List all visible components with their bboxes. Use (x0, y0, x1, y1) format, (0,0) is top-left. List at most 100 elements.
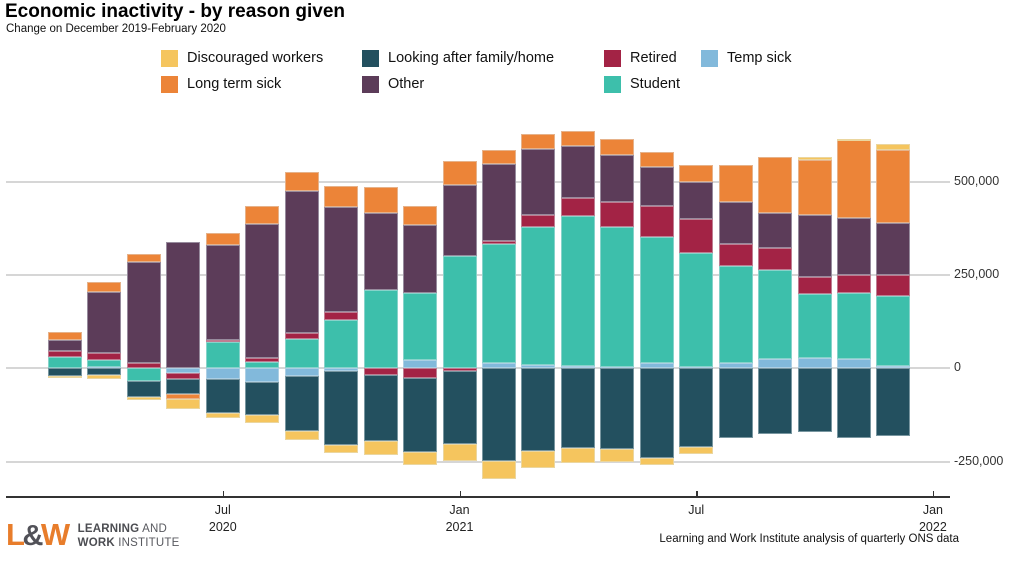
bar-segment-other (284, 190, 319, 334)
bar-segment-family (87, 368, 122, 375)
bar-segment-family (245, 381, 280, 415)
bar-segment-longterm (560, 131, 595, 147)
y-axis-label: 500,000 (954, 173, 1000, 188)
bar-segment-student (639, 237, 674, 363)
bar-segment-student (205, 342, 240, 369)
bar-segment-family (521, 368, 556, 452)
bar-segment-discouraged (876, 144, 911, 150)
bar-segment-family (560, 368, 595, 449)
bar-segment-longterm (363, 186, 398, 214)
bar-segment-family (205, 379, 240, 414)
bar-segment-discouraged (481, 460, 516, 480)
bar-segment-student (126, 368, 161, 381)
bar-segment-discouraged (837, 138, 871, 141)
bar-segment-student (284, 339, 319, 369)
bar-segment-retired (87, 352, 122, 361)
bar-segment-student (403, 292, 438, 361)
bar-segment-retired (205, 339, 240, 343)
x-axis-line (6, 496, 950, 498)
learning-and-work-institute-logo: L&W LEARNING AND WORK INSTITUTE (6, 518, 180, 553)
bar-segment-student (758, 269, 793, 359)
logo-text: LEARNING AND WORK INSTITUTE (78, 522, 180, 550)
bar-segment-other (876, 222, 911, 275)
bar-segment-discouraged (560, 448, 595, 464)
bar-segment-student (876, 296, 911, 366)
bar-segment-other (797, 214, 832, 277)
bar-segment-other (600, 155, 635, 202)
bar-segment-retired (481, 241, 516, 244)
bar-segment-retired (837, 274, 871, 293)
bar-segment-discouraged (166, 399, 201, 409)
legend-item-student: Student (604, 75, 680, 93)
bar-segment-student (442, 256, 477, 369)
bar-segment-discouraged (521, 451, 556, 468)
bar-segment-discouraged (363, 441, 398, 455)
legend-item-longterm: Long term sick (161, 75, 323, 93)
bar-segment-retired (679, 219, 714, 254)
legend-item-discouraged: Discouraged workers (161, 49, 323, 67)
bar-segment-discouraged (797, 156, 832, 161)
bar-segment-other (442, 184, 477, 257)
bar-segment-other (560, 146, 595, 199)
x-axis-label: Jan 2022 (918, 503, 947, 534)
bar-segment-discouraged (442, 444, 477, 461)
bar-segment-other (639, 166, 674, 206)
bar-segment-family (126, 380, 161, 397)
bar-segment-discouraged (205, 413, 240, 419)
gridline-0 (6, 367, 950, 370)
bar-segment-retired (324, 311, 359, 321)
bar-segment-discouraged (284, 430, 319, 440)
legend-item-tempsick: Temp sick (701, 49, 791, 67)
legend-swatch-family (362, 49, 379, 67)
bar-segment-student (481, 243, 516, 364)
bar-segment-other (205, 244, 240, 340)
bar-segment-tempsick (797, 358, 832, 369)
bar-segment-other (758, 213, 793, 249)
bar-segment-other (481, 163, 516, 242)
bar-segment-student (87, 360, 122, 367)
bar-segment-discouraged (600, 448, 635, 463)
bar-segment-student (521, 227, 556, 366)
bar-segment-retired (758, 248, 793, 270)
y-axis-label: 0 (954, 360, 961, 375)
legend-swatch-student (604, 75, 621, 93)
logo-line2-bold: WORK (77, 536, 115, 549)
bar-segment-tempsick (245, 368, 280, 382)
bar-segment-family (876, 368, 911, 436)
bar-segment-tempsick (403, 360, 438, 369)
bar-segment-family (679, 368, 714, 448)
bar-segment-retired (521, 214, 556, 228)
bar-segment-other (837, 217, 871, 275)
legend-item-family: Looking after family/home (362, 49, 554, 67)
logo-letter-l: L (6, 517, 25, 552)
bar-segment-family (442, 370, 477, 445)
bar-segment-student (679, 253, 714, 368)
bar-segment-longterm (837, 140, 871, 218)
bar-segment-retired (166, 373, 201, 380)
bar-segment-longterm (797, 160, 832, 215)
gridline--250,000 (6, 460, 950, 463)
x-axis-label: Jan 2021 (445, 503, 474, 534)
bar-segment-family (758, 368, 793, 435)
bar-segment-retired (876, 274, 911, 297)
legend-label-family: Looking after family/home (388, 50, 555, 66)
bar-segment-other (679, 182, 714, 219)
bar-segment-student (600, 226, 635, 367)
bar-segment-tempsick (560, 366, 595, 369)
logo-line1-bold: LEARNING (77, 522, 140, 535)
bar-segment-family (324, 371, 359, 446)
bar-segment-family (718, 368, 753, 438)
bar-segment-family (48, 368, 82, 376)
bar-segment-retired (797, 276, 832, 295)
bar-segment-retired (126, 363, 161, 369)
gridline-250,000 (6, 274, 950, 276)
bar-segment-tempsick (324, 368, 359, 372)
bar-segment-longterm (758, 157, 793, 214)
bar-segment-family (837, 368, 871, 438)
bar-segment-family (600, 368, 635, 449)
bar-segment-family (284, 376, 319, 431)
bar-segment-other (87, 292, 122, 353)
chart-title: Economic inactivity - by reason given (5, 1, 345, 22)
bar-segment-student (48, 357, 82, 369)
